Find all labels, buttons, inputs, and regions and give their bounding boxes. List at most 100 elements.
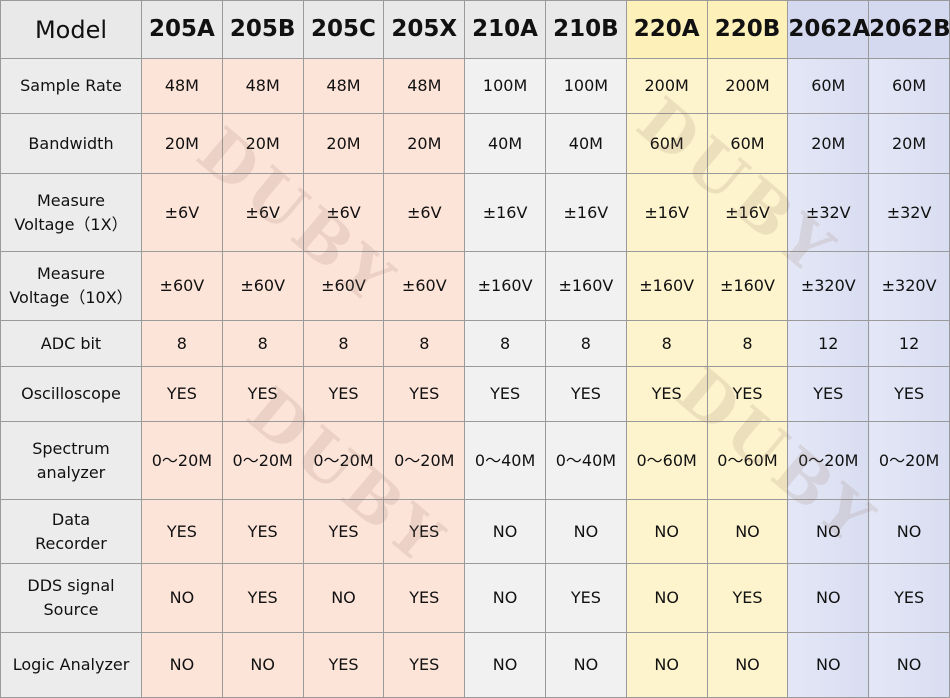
- cell: 60M: [787, 58, 870, 114]
- cell: YES: [868, 563, 950, 633]
- cell: 0～20M: [141, 421, 223, 500]
- cell: NO: [787, 632, 870, 698]
- cell: 0～20M: [302, 421, 385, 500]
- cell: YES: [302, 366, 385, 422]
- cell: 0～40M: [464, 421, 546, 500]
- cell: 0～20M: [221, 421, 304, 500]
- cell: YES: [302, 499, 385, 564]
- cell: 100M: [544, 58, 627, 114]
- cell: NO: [787, 563, 870, 633]
- cell: ±320V: [787, 251, 870, 321]
- cell: YES: [787, 366, 870, 422]
- cell: YES: [706, 563, 789, 633]
- cell: 8: [464, 320, 546, 367]
- column-header: 210A: [464, 0, 546, 59]
- column-header: 220A: [625, 0, 708, 59]
- cell: ±60V: [383, 251, 466, 321]
- cell: YES: [464, 366, 546, 422]
- cell: YES: [383, 563, 466, 633]
- cell: 48M: [221, 58, 304, 114]
- table-row: Bandwidth 20M 20M 20M 20M 40M 40M 60M 60M 20M 20M: [0, 113, 950, 174]
- cell: 8: [141, 320, 223, 367]
- cell: NO: [706, 499, 789, 564]
- cell: YES: [221, 499, 304, 564]
- cell: ±320V: [868, 251, 950, 321]
- table-row: Measure Voltage（1X） ±6V ±6V ±6V ±6V ±16V ±16V ±…: [0, 173, 950, 252]
- table-row: Oscilloscope YES YES YES YES YES YES YES YES YES Y…: [0, 366, 950, 422]
- row-label: Bandwidth: [0, 113, 142, 174]
- cell: YES: [141, 499, 223, 564]
- cell: NO: [625, 632, 708, 698]
- cell: ±60V: [302, 251, 385, 321]
- cell: ±32V: [868, 173, 950, 252]
- cell: ±160V: [706, 251, 789, 321]
- row-label: Sample Rate: [0, 58, 142, 114]
- cell: NO: [141, 632, 223, 698]
- cell: NO: [464, 632, 546, 698]
- table-row: Sample Rate 48M 48M 48M 48M 100M 100M 200M 200M 6…: [0, 58, 950, 114]
- cell: 20M: [787, 113, 870, 174]
- cell: 0～60M: [706, 421, 789, 500]
- row-label: Data Recorder: [0, 499, 142, 564]
- cell: 48M: [141, 58, 223, 114]
- cell: YES: [302, 632, 385, 698]
- cell: 8: [302, 320, 385, 367]
- row-label: Spectrum analyzer: [0, 421, 142, 500]
- cell: 20M: [302, 113, 385, 174]
- cell: NO: [706, 632, 789, 698]
- cell: NO: [868, 632, 950, 698]
- table-row: Spectrum analyzer 0～20M 0～20M 0～20M 0～20M 0～4…: [0, 421, 950, 500]
- table-row: Measure Voltage（10X） ±60V ±60V ±60V ±60V ±160…: [0, 251, 950, 321]
- cell: YES: [141, 366, 223, 422]
- column-header: 205C: [302, 0, 385, 59]
- cell: YES: [544, 366, 627, 422]
- cell: YES: [383, 499, 466, 564]
- cell: NO: [302, 563, 385, 633]
- table-row: Model 205A 205B 205C 205X 210A 210B 220A 220B 206…: [0, 0, 950, 59]
- cell: 20M: [141, 113, 223, 174]
- cell: ±6V: [221, 173, 304, 252]
- cell: NO: [221, 632, 304, 698]
- row-label: Model: [0, 0, 142, 59]
- cell: ±16V: [464, 173, 546, 252]
- cell: 60M: [868, 58, 950, 114]
- cell: YES: [383, 366, 466, 422]
- cell: NO: [544, 499, 627, 564]
- table-row: ADC bit 8 8 8 8 8 8 8 8 12 12: [0, 320, 950, 367]
- cell: YES: [383, 632, 466, 698]
- cell: ±16V: [625, 173, 708, 252]
- cell: 0～20M: [787, 421, 870, 500]
- cell: NO: [868, 499, 950, 564]
- cell: 40M: [544, 113, 627, 174]
- cell: NO: [625, 563, 708, 633]
- cell: NO: [464, 563, 546, 633]
- cell: 0～60M: [625, 421, 708, 500]
- cell: 0～40M: [544, 421, 627, 500]
- cell: 0～20M: [383, 421, 466, 500]
- cell: 200M: [706, 58, 789, 114]
- cell: NO: [787, 499, 870, 564]
- cell: ±160V: [464, 251, 546, 321]
- row-label: Oscilloscope: [0, 366, 142, 422]
- cell: 200M: [625, 58, 708, 114]
- column-header: 205X: [383, 0, 466, 59]
- row-label: Logic Analyzer: [0, 632, 142, 698]
- column-header: 205A: [141, 0, 223, 59]
- row-label: ADC bit: [0, 320, 142, 367]
- column-header: 205B: [221, 0, 304, 59]
- cell: 20M: [221, 113, 304, 174]
- cell: YES: [625, 366, 708, 422]
- cell: 60M: [625, 113, 708, 174]
- cell: ±6V: [141, 173, 223, 252]
- cell: 100M: [464, 58, 546, 114]
- cell: ±60V: [221, 251, 304, 321]
- cell: 8: [706, 320, 789, 367]
- cell: ±160V: [544, 251, 627, 321]
- cell: 48M: [302, 58, 385, 114]
- cell: YES: [868, 366, 950, 422]
- cell: 0～20M: [868, 421, 950, 500]
- column-header: 2062B: [868, 0, 950, 59]
- cell: NO: [625, 499, 708, 564]
